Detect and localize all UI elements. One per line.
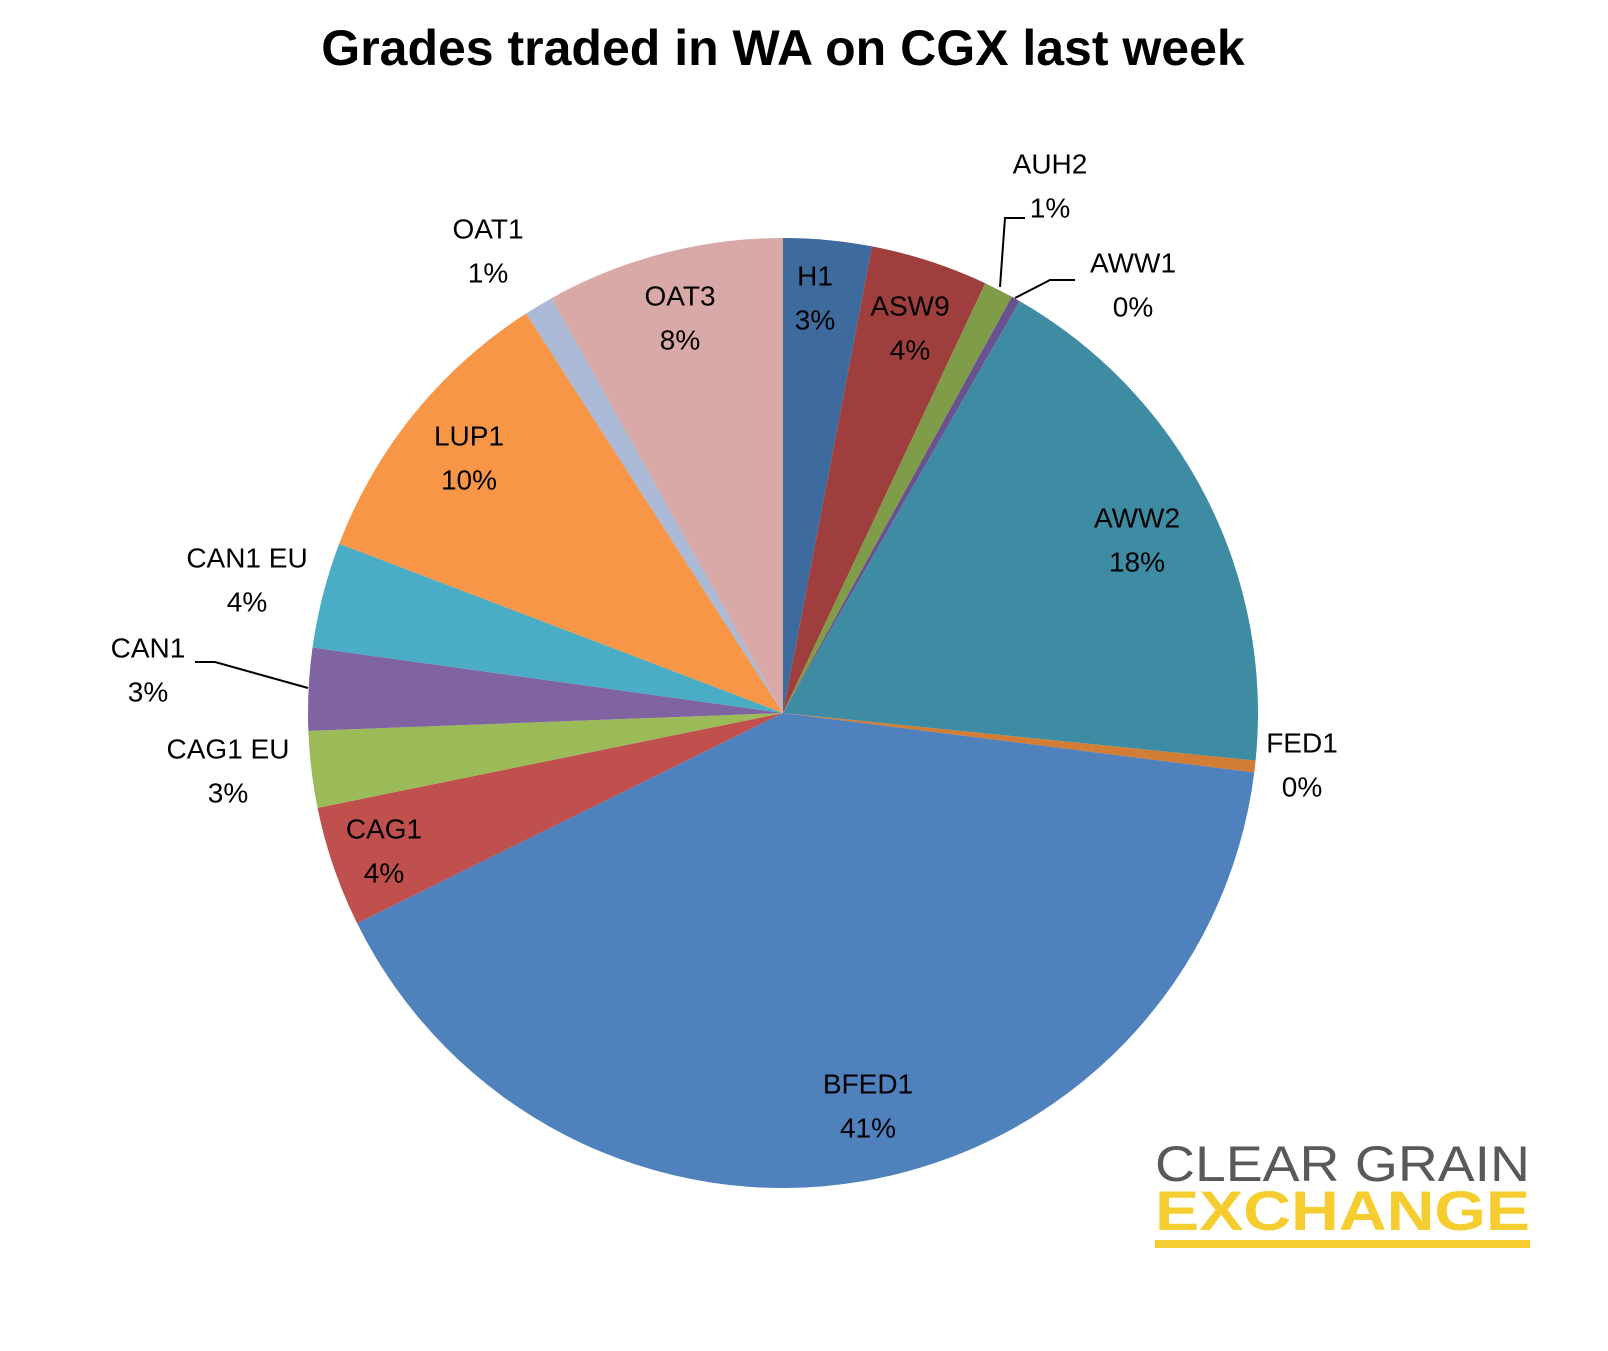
- slice: [317, 713, 783, 924]
- slice-label: CAN1: [111, 632, 186, 663]
- slice: [551, 238, 783, 713]
- value-label: 41%: [840, 1112, 896, 1143]
- slice: [312, 543, 783, 713]
- slice-label: AWW2: [1094, 502, 1180, 533]
- slice: [339, 313, 783, 713]
- slice: [783, 296, 1020, 713]
- logo-bar: [1155, 1240, 1530, 1248]
- value-label: 3%: [795, 304, 835, 335]
- slice-label: OAT3: [644, 280, 715, 311]
- value-label: 0%: [1113, 291, 1153, 322]
- value-label: 1%: [1030, 192, 1070, 223]
- value-label: 4%: [364, 857, 404, 888]
- slice: [783, 713, 1256, 773]
- value-label: 0%: [1282, 771, 1322, 802]
- slice: [308, 713, 783, 808]
- slice-label: BFED1: [823, 1068, 913, 1099]
- value-label: 3%: [128, 676, 168, 707]
- slice-label: FED1: [1266, 727, 1338, 758]
- slice: [783, 301, 1258, 761]
- leader-line: [1014, 279, 1075, 299]
- value-label: 4%: [890, 334, 930, 365]
- slice: [307, 647, 783, 731]
- value-label: 4%: [227, 586, 267, 617]
- slice: [357, 713, 1255, 1188]
- value-label: 3%: [208, 777, 248, 808]
- slice-label: CAG1 EU: [167, 733, 290, 764]
- slice: [783, 238, 873, 713]
- slice-label: OAT1: [452, 213, 523, 244]
- slice-label: H1: [797, 260, 833, 291]
- slice-label: CAN1 EU: [186, 542, 307, 573]
- value-label: 1%: [468, 257, 508, 288]
- leader-line: [999, 217, 1025, 288]
- value-label: 10%: [441, 464, 497, 495]
- slice-label: CAG1: [346, 813, 422, 844]
- value-label: 18%: [1109, 546, 1165, 577]
- slice-label: LUP1: [434, 420, 504, 451]
- pie: [307, 238, 1258, 1188]
- slice-label: ASW9: [870, 290, 949, 321]
- slice: [525, 298, 783, 713]
- leader-line: [195, 661, 309, 689]
- value-label: 8%: [660, 324, 700, 355]
- chart-title: Grades traded in WA on CGX last week: [321, 20, 1245, 76]
- slice: [783, 283, 1012, 713]
- slice-label: AUH2: [1013, 148, 1088, 179]
- logo-line1: CLEAR GRAIN: [1155, 1136, 1530, 1192]
- logo-line2: EXCHANGE: [1155, 1179, 1530, 1242]
- slice: [783, 246, 986, 713]
- slice-label: AWW1: [1090, 247, 1176, 278]
- labels: H1 3% ASW9 4% AUH2 1% AWW1 0% AWW2 18% FED1 0% BFED1…: [111, 148, 1338, 1143]
